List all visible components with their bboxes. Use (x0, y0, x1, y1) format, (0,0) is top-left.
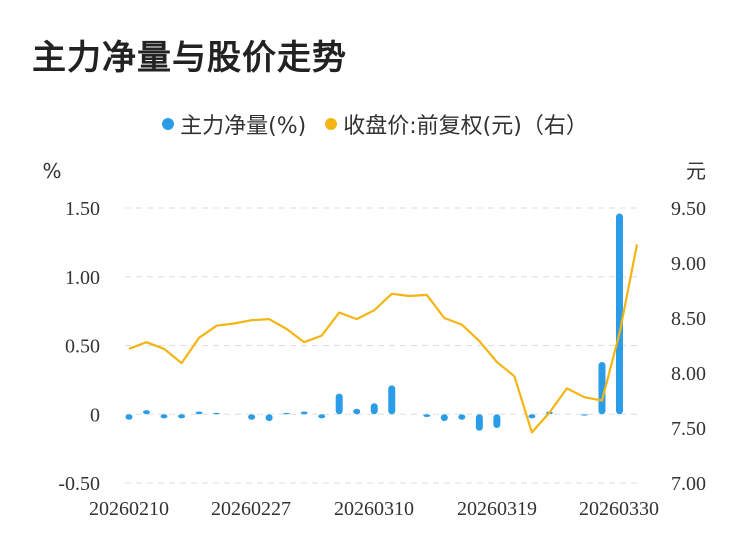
bar-main-net (160, 414, 168, 419)
left-tick-label: -0.50 (58, 473, 100, 495)
bar-main-net (458, 414, 466, 420)
bar-main-net (283, 412, 291, 415)
left-tick-label: 0 (90, 404, 100, 426)
legend-label-close-price: 收盘价:前复权(元)（右） (343, 114, 588, 139)
chart-title: 主力净量与股价走势 (32, 38, 347, 78)
bar-main-net (440, 414, 448, 422)
bar-main-net (178, 414, 186, 419)
legend-dot-blue-icon (162, 118, 175, 130)
x-tick-label: 20260319 (457, 498, 537, 520)
right-tick-label: 8.50 (671, 308, 706, 330)
legend-dot-orange-icon (325, 118, 338, 130)
bar-main-net (335, 393, 343, 415)
right-tick-label: 7.00 (671, 473, 706, 495)
legend-label-main-net: 主力净量(%) (180, 114, 307, 139)
left-axis-unit: % (42, 159, 61, 183)
legend-item-close-price[interactable]: 收盘价:前复权(元)（右） (325, 108, 588, 140)
bar-main-net (528, 414, 536, 419)
x-tick-label: 20260210 (89, 498, 169, 520)
bar-main-net (300, 411, 308, 415)
bar-main-net (475, 414, 483, 431)
x-tick-label: 20260310 (334, 498, 414, 520)
bar-main-net (265, 414, 273, 422)
right-tick-label: 7.50 (671, 418, 706, 440)
bar-main-net (318, 414, 326, 419)
bar-main-net (423, 414, 431, 417)
bar-main-net (580, 414, 588, 416)
bar-main-net (125, 414, 133, 420)
chart-legend: 主力净量(%) 收盘价:前复权(元)（右） (0, 108, 750, 140)
bar-main-net (143, 410, 151, 415)
bar-main-net (353, 408, 361, 415)
line-close-price (128, 244, 639, 434)
left-tick-label: 1.50 (65, 198, 100, 220)
left-tick-label: 1.00 (65, 267, 100, 289)
left-tick-label: 0.50 (65, 336, 100, 358)
bar-main-net (370, 403, 378, 415)
bar-main-net (615, 213, 623, 415)
bar-main-net (493, 414, 501, 428)
x-tick-label: 20260330 (579, 498, 659, 520)
bar-main-net (388, 385, 396, 415)
right-tick-label: 9.00 (671, 253, 706, 275)
legend-item-main-net[interactable]: 主力净量(%) (162, 108, 306, 140)
bar-main-net (195, 411, 203, 415)
right-axis-unit: 元 (686, 159, 706, 183)
bar-main-net (248, 414, 256, 420)
x-tick-label: 20260227 (211, 498, 291, 520)
right-tick-label: 8.00 (671, 363, 706, 385)
bar-main-net (213, 412, 221, 415)
right-tick-label: 9.50 (671, 198, 706, 220)
